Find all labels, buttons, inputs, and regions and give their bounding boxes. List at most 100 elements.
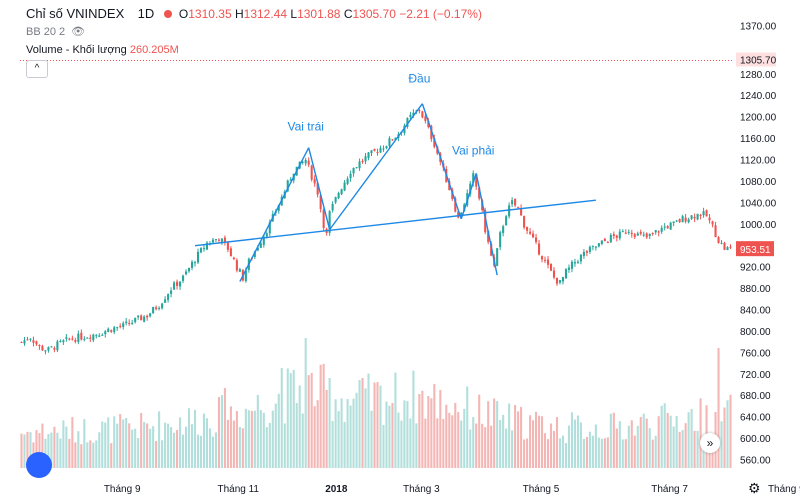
volume-bar: [448, 412, 451, 468]
volume-bar: [388, 405, 391, 468]
time-label: Tháng 9: [768, 484, 800, 495]
candle-body: [549, 264, 553, 271]
volume-bar: [167, 423, 170, 468]
candle-body: [343, 182, 346, 191]
volume-bar: [690, 408, 693, 468]
candle-body: [116, 327, 119, 329]
candle-body: [244, 270, 247, 282]
candle-body: [149, 313, 152, 317]
volume-bar: [588, 431, 591, 468]
candle-body: [433, 138, 436, 147]
symbol-title[interactable]: Chỉ số VNINDEX: [26, 6, 125, 21]
candle-body: [421, 111, 424, 118]
candle-body: [511, 200, 514, 205]
volume-bar: [475, 423, 478, 468]
volume-bar: [397, 412, 400, 468]
volume-bar: [349, 405, 352, 468]
candle-body: [418, 110, 421, 112]
volume-bar: [696, 430, 699, 468]
candle-body: [35, 341, 38, 345]
volume-bar: [648, 428, 651, 468]
volume-bar: [181, 434, 185, 468]
candle-body: [552, 270, 556, 278]
volume-bar: [101, 421, 104, 468]
volume-bar: [442, 418, 445, 468]
neckline: [194, 199, 596, 247]
candle-body: [346, 178, 349, 184]
volume-bar: [678, 431, 681, 468]
price-label: 760.00: [740, 348, 771, 359]
annotation-label: Đầu: [408, 71, 430, 85]
interval[interactable]: 1D: [137, 6, 155, 21]
volume-bar: [196, 434, 200, 468]
candle-body: [211, 239, 215, 243]
volume-bar: [179, 417, 182, 468]
volume-bar: [86, 442, 89, 468]
volume-bar: [119, 414, 122, 468]
price-label: 1040.00: [740, 198, 777, 209]
volume-bar: [274, 403, 277, 468]
candle-body: [627, 231, 630, 233]
settings-icon[interactable]: ⚙: [748, 480, 761, 496]
candle-body: [540, 256, 544, 260]
volume-bar: [319, 364, 322, 468]
volume-bar: [83, 419, 86, 468]
volume-bar: [334, 399, 337, 468]
volume-bar: [331, 421, 334, 468]
tradingview-logo[interactable]: [26, 452, 52, 478]
volume-bar: [409, 418, 412, 468]
candle-body: [167, 294, 170, 300]
volume-bar: [295, 402, 298, 468]
candle-body: [412, 112, 415, 116]
candle-body: [520, 207, 523, 216]
collapse-legend-button[interactable]: ^: [26, 60, 48, 78]
price-label: 1080.00: [740, 177, 777, 188]
volume-bar: [307, 375, 310, 468]
candle-body: [678, 219, 681, 223]
last-price-tag: [736, 241, 774, 257]
candle-body: [173, 282, 176, 290]
volume-bar: [436, 418, 439, 468]
bollinger-indicator[interactable]: BB 20 2 👁: [26, 26, 86, 38]
time-label: 2018: [325, 484, 348, 495]
candle-body: [77, 333, 80, 342]
candle-body: [238, 269, 241, 272]
volume-bar: [460, 420, 463, 468]
candle-body: [113, 327, 116, 333]
candle-body: [427, 120, 430, 127]
volume-bar: [364, 388, 367, 468]
volume-bar: [229, 406, 232, 468]
volume-bar: [29, 432, 32, 468]
candle-body: [349, 173, 352, 179]
candle-body: [190, 261, 194, 268]
volume-indicator[interactable]: Volume - Khối lượng 260.205M: [26, 44, 179, 56]
candle-body: [307, 160, 310, 165]
volume-bar: [615, 428, 618, 468]
volume-bar: [663, 403, 666, 468]
scroll-to-realtime-button[interactable]: »: [700, 433, 720, 453]
candle-body: [202, 248, 206, 250]
volume-bar: [684, 423, 687, 468]
volume-bar: [600, 438, 603, 468]
volume-bar: [376, 382, 379, 468]
candle-body: [490, 243, 493, 256]
volume-bar: [618, 421, 621, 468]
candle-body: [44, 350, 47, 352]
pattern-line: [421, 103, 462, 220]
candle-body: [140, 315, 143, 321]
candle-body: [301, 161, 304, 163]
candle-body: [645, 233, 648, 238]
candle-body: [457, 211, 460, 218]
volume-bar: [439, 390, 442, 468]
time-label: Tháng 11: [217, 484, 259, 495]
price-label: 1370.00: [740, 22, 777, 33]
price-label: 1120.00: [740, 155, 776, 166]
candle-body: [597, 243, 600, 247]
volume-bar: [292, 369, 295, 468]
visibility-icon[interactable]: 👁: [71, 26, 86, 38]
candle-body: [89, 337, 92, 339]
candle-body: [702, 211, 705, 216]
candle-body: [535, 237, 538, 242]
candle-body: [633, 234, 636, 237]
